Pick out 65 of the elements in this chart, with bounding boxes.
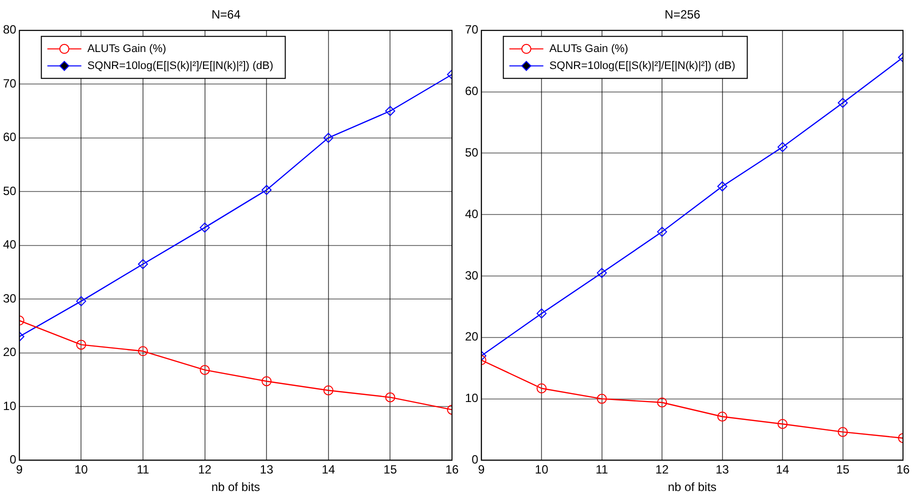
point <box>596 268 607 278</box>
point <box>262 184 272 195</box>
x-tick-label: 14 <box>776 462 790 477</box>
point <box>778 142 788 152</box>
x-tick-label: 9 <box>478 462 486 477</box>
point <box>76 296 86 306</box>
x-tick-label: 15 <box>384 462 398 477</box>
y-tick-label: 40 <box>2 238 17 252</box>
y-tick-label: 60 <box>2 130 17 144</box>
y-tick-label: 70 <box>2 76 17 90</box>
point <box>385 392 396 402</box>
point <box>138 346 148 356</box>
x-tick-label: 10 <box>74 462 88 477</box>
x-tick-label: 12 <box>655 462 670 477</box>
x-tick-label: 15 <box>836 462 850 477</box>
y-tick-label: 30 <box>464 268 479 282</box>
y-tick-label: 70 <box>464 22 479 37</box>
point <box>717 181 728 192</box>
point <box>778 418 788 429</box>
point <box>717 412 728 422</box>
x-tick-label: 14 <box>322 462 336 477</box>
y-tick-label: 30 <box>2 291 17 306</box>
y-tick-label: 10 <box>2 398 17 413</box>
x-tick-label: 13 <box>716 462 730 477</box>
legend-label: ALUTs Gain (%) <box>87 42 166 55</box>
point <box>536 308 547 318</box>
point <box>536 383 547 394</box>
legend-label: SQNR=10log(E[|S(k)|²]/E[|N(k)|²]) (dB) <box>549 60 736 72</box>
point <box>323 132 334 143</box>
point <box>138 259 148 270</box>
x-tick-label: 11 <box>596 462 608 477</box>
point <box>596 394 607 404</box>
legend-label: ALUTs Gain (%) <box>549 42 628 55</box>
x-tick-label: 16 <box>445 462 459 477</box>
x-tick-label: 9 <box>16 462 24 477</box>
x-tick-label: 13 <box>260 462 274 477</box>
x-tick-label: 11 <box>136 462 150 477</box>
point <box>323 385 334 396</box>
legend-label: SQNR=10log(E[|S(k)|²]/E[|N(k)|²]) (dB) <box>87 60 274 72</box>
y-tick-label: 50 <box>2 184 17 198</box>
y-tick-label: 60 <box>464 84 479 98</box>
point <box>262 376 272 386</box>
chart-title: N=256 <box>664 8 701 22</box>
point <box>385 106 396 116</box>
point <box>657 397 668 408</box>
x-tick-label: 16 <box>896 462 910 477</box>
x-axis-title: nb of bits <box>211 480 260 494</box>
x-tick-label: 10 <box>534 462 549 477</box>
point <box>76 340 86 350</box>
y-tick-label: 0 <box>10 452 17 467</box>
y-tick-label: 10 <box>464 391 479 406</box>
point <box>838 426 848 437</box>
point <box>200 222 210 233</box>
x-tick-label: 12 <box>198 462 212 477</box>
point <box>657 226 668 237</box>
point <box>838 98 848 108</box>
y-tick-label: 0 <box>472 452 479 467</box>
y-tick-label: 80 <box>2 22 17 37</box>
chart-title: N=64 <box>211 8 241 22</box>
y-tick-label: 40 <box>464 206 479 221</box>
point <box>200 364 210 375</box>
y-tick-label: 50 <box>464 146 479 160</box>
y-tick-label: 20 <box>464 330 479 344</box>
x-axis-title: nb of bits <box>668 480 717 494</box>
y-tick-label: 20 <box>2 345 17 360</box>
